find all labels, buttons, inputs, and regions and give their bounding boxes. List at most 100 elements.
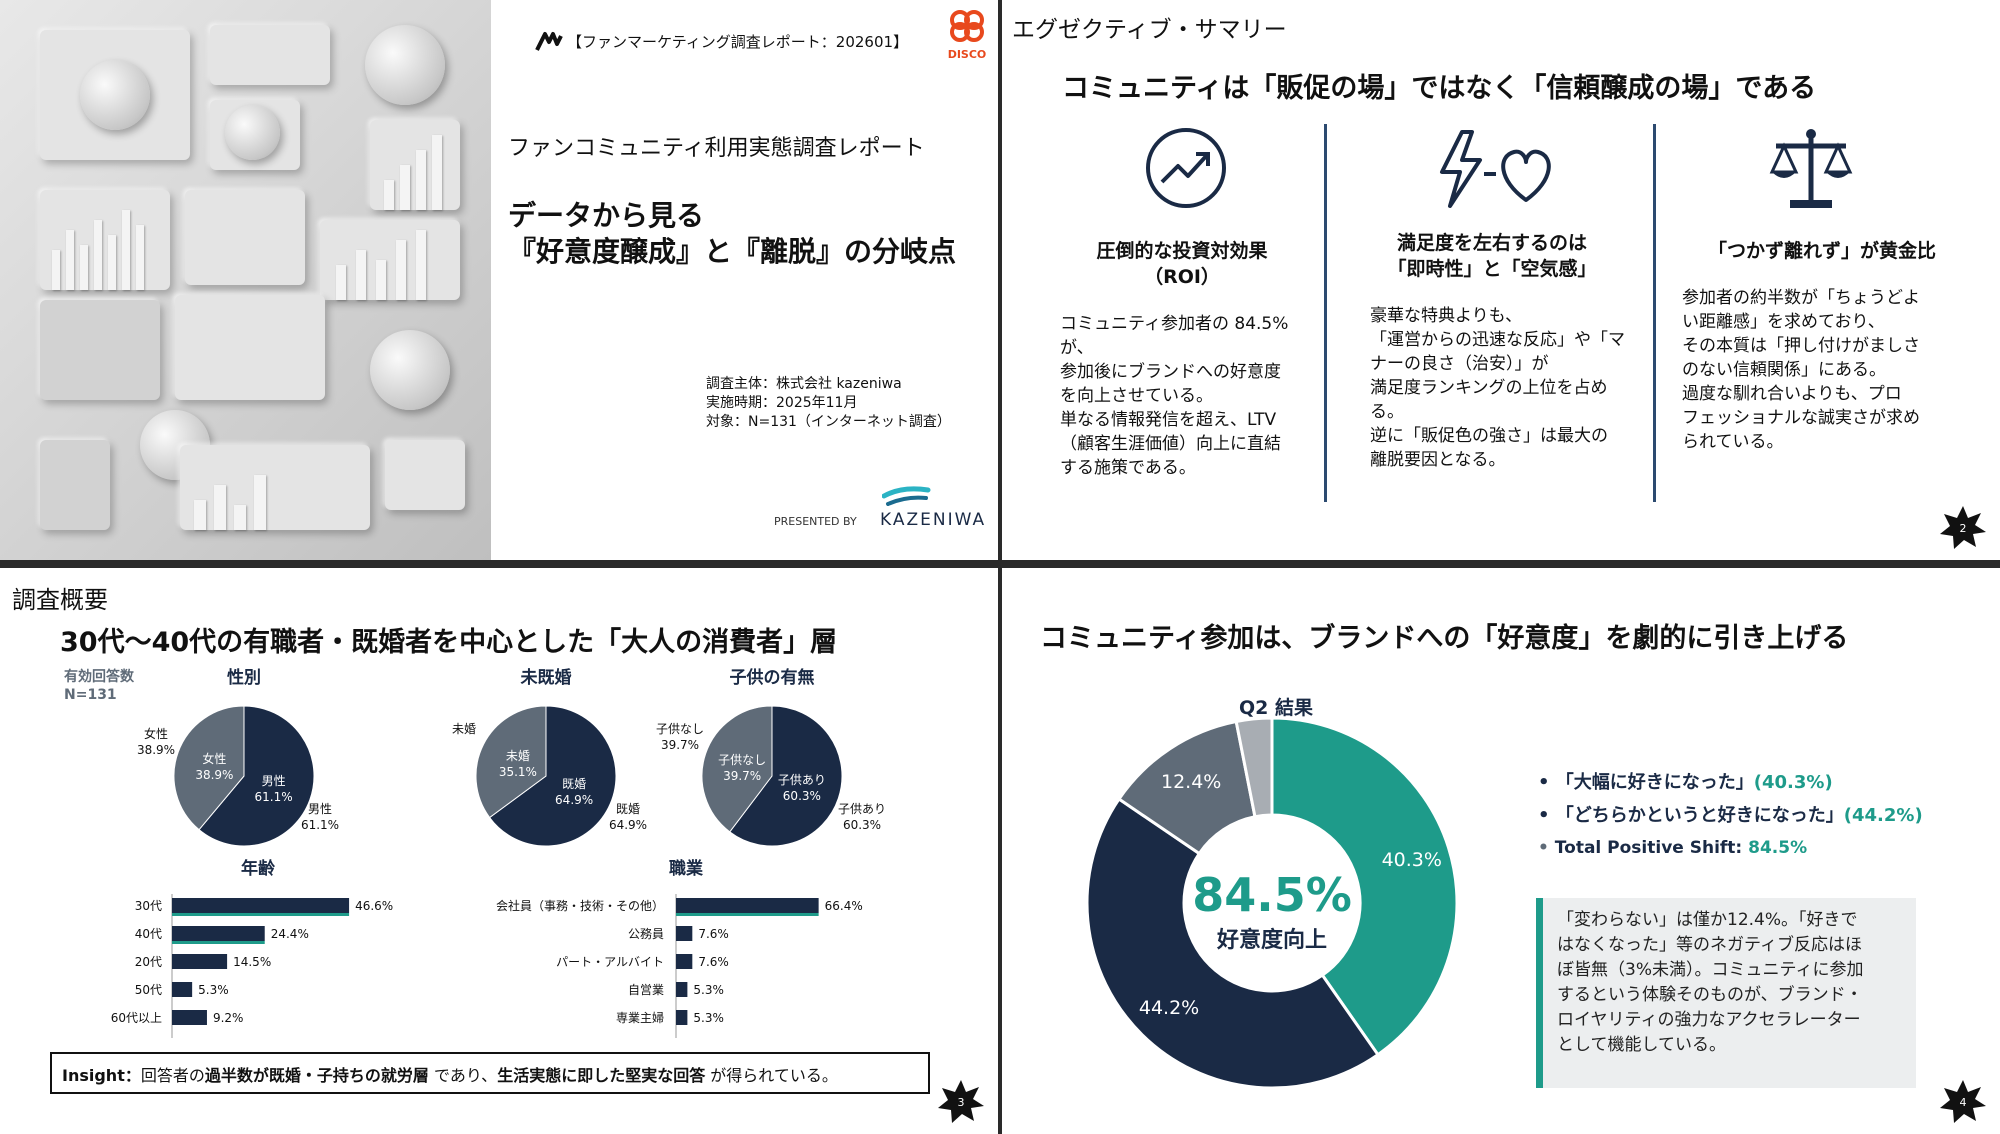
pie-title: 子供の有無 (730, 667, 815, 688)
pie-slice-label: 子供なし (718, 753, 766, 767)
pie-outer-value: 60.3% (843, 818, 881, 832)
body-line: る。 (1370, 402, 1404, 422)
bar (676, 898, 819, 913)
trending-up-icon (1146, 128, 1226, 208)
tile (385, 440, 465, 510)
disco-logo-mark (950, 10, 984, 42)
bar-category-label: 自営業 (628, 983, 664, 997)
section-title: エグゼクティブ・サマリー (1012, 17, 1287, 43)
body-line: 参加者の約半数が「ちょうどよ (1682, 288, 1920, 308)
bullet-text: 「どちらかというと好きになった」 (1555, 805, 1844, 826)
kazeniwa-wave-logo (882, 486, 931, 506)
pie-title: 未既婚 (520, 667, 572, 688)
tile (185, 190, 305, 285)
tile (370, 120, 460, 210)
pie-slice-value: 60.3% (783, 789, 821, 803)
pie-slice (729, 705, 843, 847)
donut-slice (1085, 796, 1380, 1090)
report-meta: 調査主体：株式会社 kazeniwa 実施時期：2025年11月 対象：N=13… (706, 375, 951, 432)
bar-highlight (676, 913, 819, 916)
note-line: するという体験そのものが、ブランド・ (1557, 985, 1863, 1005)
bullet-text: 「大幅に好きになった」 (1555, 772, 1754, 793)
bar-value-label: 5.3% (693, 983, 724, 997)
bullet-item: • Total Positive Shift: 84.5% (1538, 838, 1808, 858)
slide-cover[interactable]: 【ファンマーケティング調査レポート：202601】 DISCO ファンコミュニテ… (0, 0, 998, 560)
body-line: 豪華な特典よりも、 (1370, 306, 1523, 326)
heading-line: 圧倒的な投資対効果 (1096, 240, 1268, 262)
body-line: 参加後にブランドへの好意度 (1060, 362, 1281, 382)
bar-value-label: 9.2% (213, 1011, 244, 1025)
bar-value-label: 66.4% (825, 899, 863, 913)
result-bullets: • 「大幅に好きになった」(40.3%) • 「どちらかというと好きになった」(… (1538, 766, 1923, 865)
body-line: コミュニティ参加者の 84.5% (1060, 314, 1289, 334)
pie-slice-label: 既婚 (562, 777, 586, 791)
report-tag: 【ファンマーケティング調査レポート：202601】 (567, 33, 909, 51)
meta-line: 実施時期：2025年11月 (706, 395, 858, 411)
insight-text: であり、 (433, 1066, 498, 1085)
slide-favorability-result[interactable]: コミュニティ参加は、ブランドへの「好意度」を劇的に引き上げる Q2 結果 40.3… (1002, 568, 2000, 1134)
bar-category-label: 40代 (135, 927, 162, 941)
valid-label: 有効回答数 (64, 669, 134, 685)
column-divider (1653, 124, 1656, 502)
pie-slice-label: 未婚 (506, 749, 530, 763)
note-line: ぼ皆無（3%未満）。コミュニティに参加 (1557, 960, 1864, 980)
meta-line: 調査主体：株式会社 kazeniwa (706, 376, 902, 392)
page-number: 3 (958, 1096, 965, 1109)
body-line: い距離感」を求めており、 (1682, 312, 1885, 332)
tile (320, 220, 460, 300)
pie-slice (488, 705, 617, 847)
bar-category-label: 50代 (135, 983, 162, 997)
bar-category-label: 20代 (135, 955, 162, 969)
slide-headline: 30代～40代の有職者・既婚者を中心とした「大人の消費者」層 (60, 627, 838, 658)
col3-heading: 「つかず離れず」が黄金比 (1672, 238, 1972, 264)
bar-chart-title: 職業 (669, 858, 703, 879)
heading-line: 満足度を左右するのは (1396, 232, 1587, 254)
heading-line: 「即時性」と「空気感」 (1387, 258, 1597, 280)
bar-chart-title: 年齢 (241, 858, 276, 879)
note-line: ロイヤリティの強力なアクセラレーター (1557, 1010, 1861, 1030)
slide-survey-overview[interactable]: 調査概要 30代～40代の有職者・既婚者を中心とした「大人の消費者」層 有効回答… (0, 568, 998, 1134)
bar-category-label: 専業主婦 (616, 1010, 664, 1025)
pie-slice-value: 64.9% (555, 793, 593, 807)
page-number-badge: 3 (938, 1080, 984, 1123)
note-line: はなくなった」等のネガティブ反応はほ (1557, 935, 1862, 955)
tile (40, 190, 170, 290)
pie-outer-label: 子供あり (838, 802, 886, 816)
body-line: を向上させている。 (1060, 386, 1213, 406)
bar (676, 954, 693, 969)
body-line: ナーの良さ（治安）」が (1370, 354, 1549, 374)
pie-slice-value: 61.1% (255, 790, 293, 804)
note-line: として機能している。 (1557, 1035, 1726, 1055)
presented-by: PRESENTED BY (774, 515, 857, 528)
bullet-value: (44.2%) (1843, 805, 1923, 826)
donut-slice-label: 40.3% (1382, 849, 1442, 871)
section-title: 調査概要 (12, 586, 108, 614)
tile (40, 300, 160, 400)
bar-category-label: 会社員（事務・技術・その他） (496, 898, 664, 913)
bar-highlight (172, 941, 265, 944)
bar (172, 954, 228, 969)
tile (175, 295, 325, 400)
donut-slice-label: 44.2% (1139, 997, 1199, 1019)
page-number: 4 (1960, 1096, 1967, 1109)
disco-logo: DISCO (945, 8, 989, 61)
page-number-badge: 4 (1940, 1080, 1986, 1123)
slide-executive-summary[interactable]: エグゼクティブ・サマリー コミュニティは「販促の場」ではなく「信頼醸成の場」であ… (1002, 0, 2000, 560)
body-line: 過度な馴れ合いよりも、プロ (1682, 384, 1902, 404)
insight-emphasis: 過半数が既婚・子持ちの就労層 (204, 1066, 429, 1085)
bar (676, 1010, 688, 1025)
heading-line: 「つかず離れず」が黄金比 (1707, 240, 1936, 262)
col2-body: 豪華な特典よりも、 「運営からの迅速な反応」や「マ ナーの良さ（治安）」が 満足… (1370, 304, 1640, 472)
kazeniwa-brand: KAZENIWA (880, 510, 987, 530)
bullet-text: Total Positive Shift: (1554, 838, 1749, 858)
pie-outer-label: 未婚 (452, 722, 476, 736)
body-line: 離脱要因となる。 (1370, 450, 1506, 470)
bar-highlight (172, 913, 350, 916)
slide-headline: コミュニティは「販促の場」ではなく「信頼醸成の場」である (1062, 73, 1817, 104)
bar (172, 982, 193, 997)
tile (180, 445, 370, 530)
pie-slice (198, 705, 315, 847)
note-box: 「変わらない」は僅か12.4%。「好きで はなくなった」等のネガティブ反応はほ … (1536, 898, 1916, 1088)
dial-knob (365, 25, 445, 105)
